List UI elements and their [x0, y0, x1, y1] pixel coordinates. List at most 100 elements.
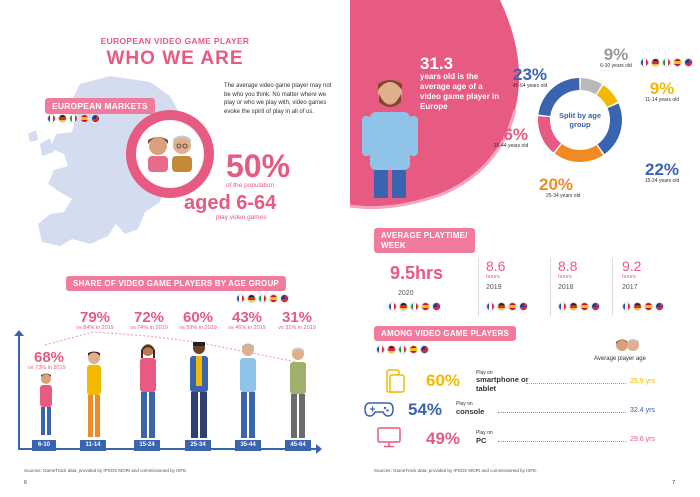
flag-spain-icon [80, 114, 89, 123]
device-age: 25.9 yrs [630, 378, 655, 385]
flag-spain-icon [269, 294, 278, 303]
flag-spain-icon [580, 302, 589, 311]
flag-spain-icon [644, 302, 653, 311]
trend-line [44, 331, 298, 363]
flag-france-icon [388, 302, 397, 311]
group-stat: 68% vs 73% in 2019 [28, 349, 66, 371]
flag-germany-icon [247, 294, 256, 303]
flag-uk-icon [280, 294, 289, 303]
age-range-tag: 11-14 [80, 440, 106, 451]
device-label: Play on console [456, 401, 485, 416]
footnote: Sources: GameTrack data, provided by IPS… [24, 468, 188, 473]
flag-germany-icon [58, 114, 67, 123]
average-player-age-label: Average player age [594, 356, 646, 362]
age-range-tag: 6-10 [32, 440, 56, 451]
playtime-label: AVERAGE PLAYTIME/ WEEK [374, 228, 475, 254]
aged-range: aged 6-64 [184, 192, 277, 214]
age-split-donut [538, 78, 622, 162]
device-label: Play on PC [476, 430, 493, 445]
big-percentage-sub: of the population [226, 182, 275, 189]
age-range-tag: 35-44 [235, 440, 261, 451]
average-player-person-icon [362, 80, 418, 198]
flag-spain-icon [673, 58, 682, 67]
left-page: EUROPEAN VIDEO GAME PLAYER WHO WE ARE EU… [14, 36, 332, 486]
segment-label: 22% 15-24 years old [644, 160, 680, 184]
group-stat: 60% vs 59% in 2019 [179, 309, 217, 331]
segment-label: 20% 25-34 years old [538, 175, 581, 199]
group-stat: 43% vs 46% in 2019 [228, 309, 266, 331]
segment-label: 9% 11-14 years old [644, 79, 680, 103]
device-pct: 60% [426, 371, 461, 390]
flag-uk-icon [655, 302, 664, 311]
flag-italy-icon [410, 302, 419, 311]
group-stat: 72% vs 74% in 2019 [130, 309, 168, 331]
age-range-tag: 25-34 [185, 440, 211, 451]
divider [478, 258, 479, 316]
share-label: SHARE OF VIDEO GAME PLAYERS BY AGE GROUP [66, 276, 286, 291]
average-age-text: years old is the average age of a video … [420, 72, 500, 111]
eyebrow: EUROPEAN VIDEO GAME PLAYER [100, 36, 250, 46]
markets-flags [47, 114, 100, 123]
device-dots [498, 441, 626, 442]
group-stat: 31% vs 31% in 2019 [278, 309, 316, 331]
playtime-2020-value: 9.5hrs [390, 263, 444, 283]
flag-spain-icon [508, 302, 517, 311]
playtime-2018: 8.8 hours 2018 [558, 258, 578, 291]
flag-germany-icon [569, 302, 578, 311]
donut-center-label: Split by age group [558, 111, 602, 129]
intro-text: The average video game player may not be… [224, 83, 332, 116]
device-dots [498, 412, 626, 413]
flag-uk-icon [432, 302, 441, 311]
flag-france-icon [47, 114, 56, 123]
markets-label: EUROPEAN MARKETS [45, 98, 155, 114]
pc-monitor-icon [377, 427, 401, 448]
smartphone-icon [386, 369, 405, 393]
flag-italy-icon [69, 114, 78, 123]
playtime-2019: 8.6 hours 2019 [486, 258, 506, 291]
playtime-2017: 9.2 hours 2017 [622, 258, 642, 291]
device-age: 29.6 yrs [630, 436, 655, 443]
segment-label: 9% 6-10 years old [600, 45, 632, 69]
flag-germany-icon [399, 302, 408, 311]
flag-italy-icon [258, 294, 267, 303]
divider [612, 258, 613, 316]
flag-italy-icon [662, 58, 671, 67]
adult-person-icon [190, 342, 208, 438]
age-range-tag: 45-64 [285, 440, 311, 451]
device-dots [526, 383, 626, 384]
chart-axis-vertical [18, 332, 20, 450]
middle-age-person-icon [240, 343, 256, 438]
big-percentage: 50% [226, 148, 291, 184]
flag-spain-icon [409, 345, 418, 354]
flag-germany-icon [497, 302, 506, 311]
playtime-flags [622, 302, 664, 311]
axis-arrow-icon [316, 444, 322, 454]
flag-germany-icon [633, 302, 642, 311]
segment-label: 23% 45-64 years old [512, 65, 548, 89]
axis-arrow-icon [14, 330, 24, 336]
flag-uk-icon [91, 114, 100, 123]
playtime-flags [486, 302, 528, 311]
segment-label: 16% 35-44 years old [493, 125, 529, 149]
device-pct: 54% [408, 400, 443, 419]
device-pct: 49% [426, 429, 461, 448]
chart-axis-horizontal [18, 448, 318, 450]
divider [550, 258, 551, 316]
flag-france-icon [640, 58, 649, 67]
page-number: 7 [672, 480, 676, 486]
flag-france-icon [622, 302, 631, 311]
among-label: AMONG VIDEO GAME PLAYERS [374, 326, 517, 341]
flag-spain-icon [421, 302, 430, 311]
flag-uk-icon [519, 302, 528, 311]
young-adult-person-icon [140, 344, 156, 438]
page-number: 6 [24, 480, 28, 486]
device-age: 32.4 yrs [630, 407, 655, 414]
flag-uk-icon [591, 302, 600, 311]
console-controller-icon [364, 402, 394, 417]
device-label: Play on smartphone or tablet [476, 370, 529, 393]
flag-germany-icon [387, 345, 396, 354]
flag-france-icon [486, 302, 495, 311]
elderly-couple-icon [126, 110, 214, 198]
average-age-number: 31.3 [420, 54, 454, 73]
donut-flags [640, 58, 693, 67]
